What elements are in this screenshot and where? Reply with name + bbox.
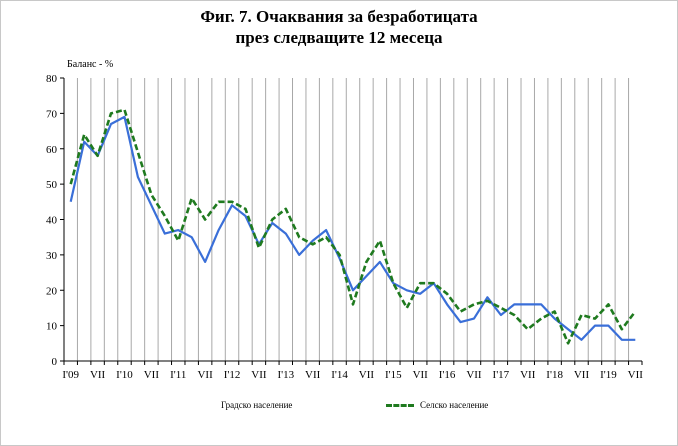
x-tick-label: I'12 (224, 369, 241, 381)
legend-swatch-rural (386, 403, 414, 407)
chart-title-line-1: Фиг. 7. Очаквания за безработицата (200, 7, 478, 26)
x-tick-label: VII (197, 369, 213, 381)
x-tick-label: VII (359, 369, 375, 381)
x-tick-label: I'14 (331, 369, 348, 381)
chart-title-line-2: през следващите 12 месеца (235, 28, 443, 47)
x-tick-label: I'10 (116, 369, 133, 381)
x-tick-label: VII (413, 369, 429, 381)
y-tick-label: 70 (46, 108, 58, 120)
x-tick-label: I'13 (277, 369, 294, 381)
x-tick-label: VII (574, 369, 590, 381)
y-tick-label: 80 (46, 73, 58, 85)
x-tick-label: VII (251, 369, 267, 381)
y-tick-label: 10 (46, 321, 58, 333)
x-tick-label: I'19 (600, 369, 617, 381)
x-tick-label: I'17 (493, 369, 510, 381)
y-axis-title: Баланс - % (67, 59, 113, 70)
x-tick-label: VII (520, 369, 536, 381)
x-tick-label: VII (628, 369, 644, 381)
x-tick-label: I'09 (62, 369, 79, 381)
y-tick-label: 60 (46, 144, 58, 156)
y-tick-label: 50 (46, 179, 58, 191)
series-line-urban (69, 115, 636, 341)
y-tick-label: 30 (46, 250, 58, 262)
x-tick-label: I'16 (439, 369, 456, 381)
x-tick-label: VII (466, 369, 482, 381)
x-tick-label: I'15 (385, 369, 402, 381)
y-tick-label: 0 (52, 356, 58, 368)
series-line-rural (69, 108, 637, 345)
legend-label-rural: Селско население (420, 400, 489, 410)
y-tick-label: 20 (46, 285, 58, 297)
x-tick-label: VII (90, 369, 106, 381)
legend-item-rural: Селско население (386, 400, 488, 410)
legend-label-urban: Градско население (221, 400, 293, 410)
x-tick-label: VII (305, 369, 321, 381)
legend-item-urban: Градско население (221, 400, 292, 410)
y-tick-label: 40 (46, 215, 58, 227)
x-tick-label: I'18 (546, 369, 563, 381)
x-tick-label: I'11 (170, 369, 186, 381)
chart-legend: Градско население Селско население (0, 400, 678, 416)
x-tick-label: VII (144, 369, 160, 381)
